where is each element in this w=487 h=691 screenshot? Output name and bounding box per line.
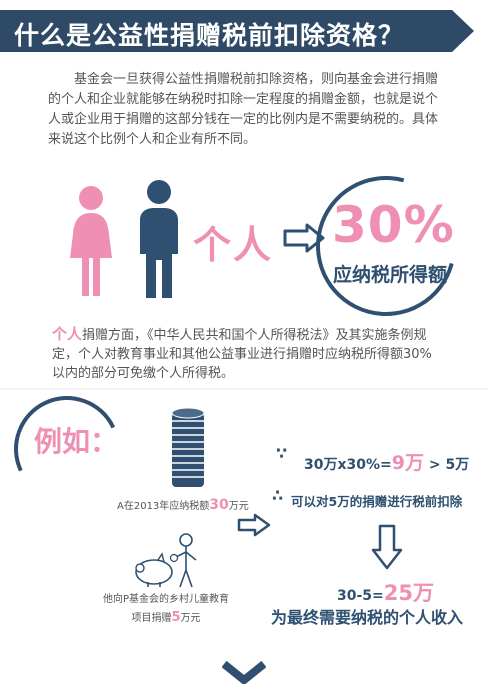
chevron-down-icon[interactable] [222, 660, 266, 684]
right-arrow-icon [283, 223, 325, 253]
example-label: 例如： [34, 425, 119, 458]
law-paragraph: 个人捐赠方面，《中华人民共和国个人所得税法》及其实施条例规定，个人对教育事业和其… [52, 325, 442, 383]
law-highlight: 个人 [52, 325, 83, 343]
caption-a-unit: 万元 [228, 501, 249, 512]
calc2-expression: 30-5= [337, 588, 384, 604]
header-banner-tip [452, 10, 474, 52]
male-figure-icon [132, 180, 186, 300]
caption-b: 他向P基金会的乡村儿童教育 项目捐赠5万元 [96, 591, 236, 628]
conclusion-text: 可以对5万的捐赠进行税前扣除 [291, 494, 463, 509]
section-divider [0, 388, 487, 390]
calculation-1: 30万x30%=9万 > 5万 [304, 448, 469, 475]
caption-b-number: 5 [171, 610, 181, 625]
calc1-comparison: > 5万 [428, 457, 470, 473]
coin-stack-icon [171, 407, 205, 487]
percent-value: 30% [332, 196, 455, 254]
calc2-result: 25万 [383, 581, 434, 605]
piggy-bank-icon [135, 533, 197, 588]
intro-paragraph: 基金会一旦获得公益性捐赠税前扣除资格，则向基金会进行捐赠的个人和企业就能够在纳税… [48, 72, 439, 147]
page-header: 什么是公益性捐赠税前扣除资格？ [0, 0, 487, 58]
right-arrow-icon [237, 513, 271, 537]
caption-b-line1: 他向P基金会的乡村儿童教育 [102, 594, 230, 605]
final-statement: 为最终需要纳税的个人收入 [271, 608, 464, 627]
caption-a-text: A在2013年应纳税额 [117, 501, 210, 512]
female-figure-icon [66, 186, 116, 298]
therefore-symbol: ∴ [272, 486, 284, 505]
caption-a: A在2013年应纳税额30万元 [117, 497, 249, 513]
caption-b-unit: 万元 [180, 613, 201, 624]
calc1-result: 9万 [391, 452, 424, 474]
because-symbol: ∵ [276, 444, 288, 463]
calc1-expression: 30万x30%= [304, 457, 392, 473]
percent-subtitle: 应纳税所得额 [333, 264, 448, 286]
law-text: 捐赠方面，《中华人民共和国个人所得税法》及其实施条例规定，个人对教育事业和其他公… [52, 328, 432, 381]
individual-label: 个人 [193, 223, 274, 267]
calculation-2: 30-5=25万 [337, 577, 434, 607]
caption-a-number: 30 [209, 497, 229, 513]
header-banner [0, 10, 452, 52]
page-title: 什么是公益性捐赠税前扣除资格？ [14, 21, 405, 50]
down-arrow-icon [371, 524, 403, 570]
caption-b-text: 项目捐赠 [131, 613, 172, 624]
caption-b-line2: 项目捐赠5万元 [96, 609, 236, 628]
